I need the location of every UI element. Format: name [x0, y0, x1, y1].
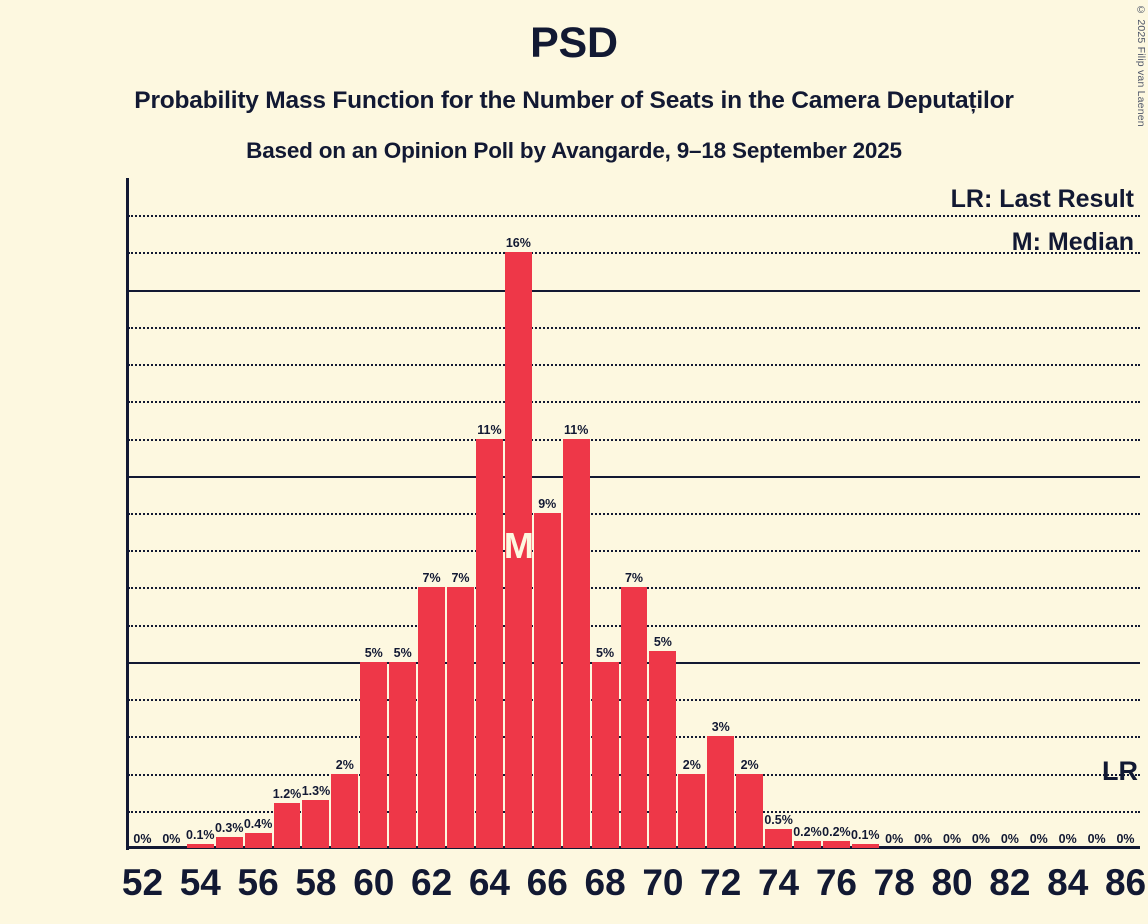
bar-value-label: 11%: [563, 422, 589, 437]
bar-value-label: 5%: [364, 645, 383, 660]
x-tick-label: 54: [179, 862, 221, 903]
x-tick-label: 82: [989, 862, 1031, 903]
bar-value-label: 0.1%: [186, 828, 215, 843]
gridline-minor-13: [128, 364, 1140, 367]
page-title: PSD: [530, 19, 618, 67]
x-tick-label: 76: [815, 862, 857, 903]
bar-seat-61: [389, 661, 417, 848]
bar-value-label: 16%: [505, 236, 531, 251]
x-tick-label: 66: [526, 862, 568, 903]
bar-seat-67: [562, 438, 590, 848]
chart-subtitle: Probability Mass Function for the Number…: [134, 87, 1014, 114]
bar-value-label: 2%: [740, 757, 759, 772]
x-tick-label: 58: [295, 862, 337, 903]
gridline-minor-17: [128, 215, 1140, 218]
bar-value-label: 5%: [596, 645, 615, 660]
gridline-minor-12: [128, 401, 1140, 404]
x-tick-label: 80: [931, 862, 973, 903]
bar-value-label: 2%: [335, 757, 354, 772]
bar-seat-55: [215, 836, 243, 848]
bar-value-label: 0%: [943, 832, 962, 846]
legend-median: M: Median: [1011, 228, 1134, 256]
median-marker: M: [503, 524, 534, 566]
bar-value-label: 5%: [393, 645, 412, 660]
bar-value-label: 5%: [653, 634, 672, 649]
bar-seat-70: [649, 650, 677, 848]
bar-seat-73: [736, 773, 764, 848]
x-tick-label: 72: [700, 862, 742, 903]
bar-seat-56: [244, 833, 272, 848]
bar-value-label: 7%: [422, 571, 441, 586]
legend-last-result: LR: Last Result: [950, 185, 1134, 213]
bar-value-label: 9%: [538, 497, 557, 511]
bar-value-label: 3%: [711, 720, 730, 735]
bar-seat-54: [186, 844, 214, 848]
bar-value-label: 0%: [885, 832, 904, 846]
bar-seat-64: [475, 438, 503, 848]
bar-value-label: 0.2%: [822, 824, 851, 839]
x-tick-label: 60: [353, 862, 395, 903]
bar-value-label: 11%: [477, 422, 502, 437]
bar-seat-57: [273, 803, 301, 848]
bar-seat-66: [533, 513, 561, 848]
bar-value-label: 2%: [682, 757, 701, 772]
gridline-minor-9: [128, 513, 1140, 515]
bar-seat-77: [851, 844, 879, 848]
copyright-notice: © 2025 Filip van Laenen: [1135, 4, 1147, 127]
bar-value-label: 0%: [914, 832, 933, 846]
bar-value-label: 7%: [624, 571, 644, 586]
gridline-major-15: [128, 289, 1140, 292]
bar-seat-76: [822, 840, 850, 848]
bar-seat-69: [620, 587, 648, 848]
chart-source-note: Based on an Opinion Poll by Avangarde, 9…: [246, 138, 902, 163]
gridline-major-10: [128, 475, 1140, 478]
x-tick-label: 74: [757, 862, 800, 903]
bar-value-label: 0.1%: [851, 828, 880, 843]
bar-value-label: 1.3%: [301, 783, 331, 798]
bar-seat-71: [678, 773, 706, 848]
x-tick-label: 84: [1047, 862, 1089, 903]
bar-seat-62: [418, 587, 446, 848]
bar-seat-58: [302, 799, 330, 848]
x-tick-label: 56: [237, 862, 279, 903]
bar-value-label: 1.2%: [272, 787, 302, 802]
bar-value-label: 0.3%: [214, 820, 244, 835]
gridline-minor-14: [128, 326, 1140, 329]
plot-area: 0% 0% 0.1% 0.3% 0.4% 1.2% 1.3% 2% 5% 5% 7% 7% 11% 16%…: [128, 178, 1140, 848]
bar-seat-68: [591, 661, 619, 848]
x-tick-label: 62: [411, 862, 453, 903]
bar-value-label: 0.4%: [243, 817, 273, 832]
bar-value-label: 0%: [1087, 832, 1106, 846]
bar-seat-65: [504, 252, 532, 848]
bar-value-label: 0.5%: [764, 813, 793, 828]
x-tick-label: 86: [1104, 862, 1147, 903]
bar-value-label: 0%: [1116, 832, 1135, 846]
last-result-marker: LR: [1102, 755, 1138, 786]
bar-seat-72: [707, 736, 735, 848]
bar-value-label: 7%: [451, 571, 470, 586]
bar-value-label: 0.2%: [793, 824, 822, 839]
gridline-minor-8: [128, 550, 1140, 553]
x-tick-label: 70: [642, 862, 684, 903]
bar-seat-75: [794, 840, 821, 848]
bar-value-label: 0%: [1058, 832, 1077, 846]
bar-seat-63: [447, 587, 474, 848]
bar-seat-59: [331, 773, 359, 848]
gridline-minor-16: [128, 252, 1140, 255]
y-axis-line: [126, 178, 129, 850]
bar-value-label: 0%: [162, 832, 181, 846]
x-tick-label: 68: [584, 862, 626, 903]
bar-seat-74: [765, 829, 793, 848]
bar-value-label: 0%: [133, 832, 152, 846]
x-tick-label: 78: [873, 862, 915, 903]
bar-seat-60: [360, 661, 388, 848]
bar-value-label: 0%: [1000, 832, 1019, 846]
x-tick-label: 52: [121, 862, 164, 903]
bar-value-label: 0%: [1029, 832, 1048, 846]
x-tick-label: 64: [468, 862, 510, 903]
bar-value-label: 0%: [971, 832, 990, 846]
gridline-minor-11: [128, 438, 1140, 441]
